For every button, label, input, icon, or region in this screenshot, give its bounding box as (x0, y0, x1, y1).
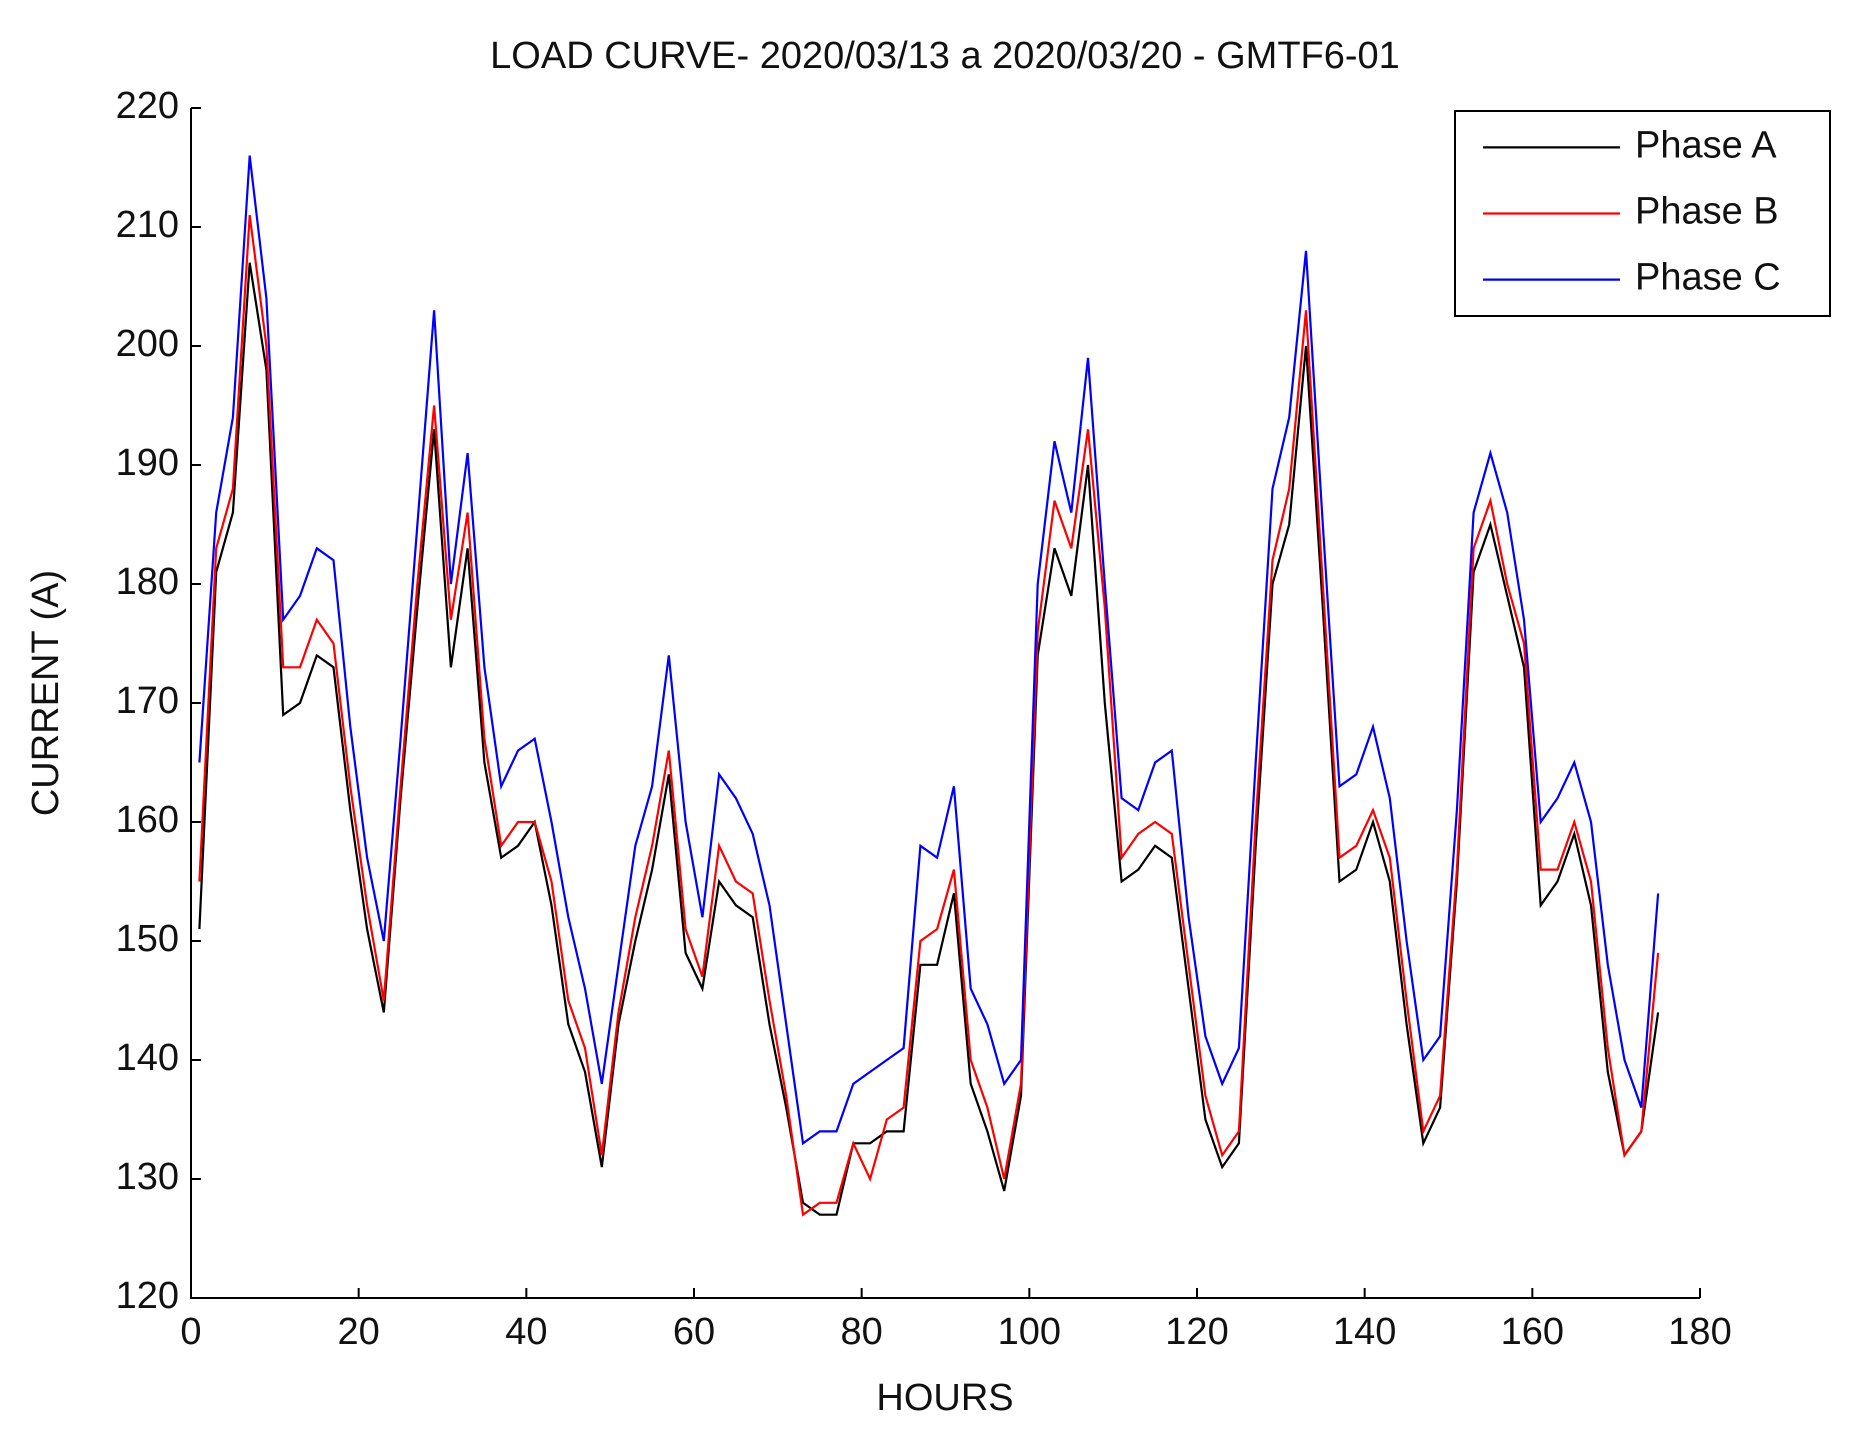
x-tick-label: 20 (338, 1311, 380, 1353)
y-tick-label: 200 (116, 323, 179, 365)
y-tick-label: 190 (116, 442, 179, 484)
chart-title: LOAD CURVE- 2020/03/13 a 2020/03/20 - GM… (490, 35, 1400, 77)
x-tick-label: 0 (180, 1311, 201, 1353)
y-tick-label: 120 (116, 1275, 179, 1317)
y-axis-label: CURRENT (A) (25, 570, 67, 816)
x-axis-label: HOURS (876, 1377, 1013, 1419)
x-tick-label: 120 (1165, 1311, 1228, 1353)
y-tick-label: 140 (116, 1037, 179, 1079)
y-tick-label: 220 (116, 85, 179, 127)
x-tick-label: 80 (841, 1311, 883, 1353)
series-line (198, 155, 1660, 1146)
legend-label: Phase A (1635, 124, 1777, 166)
series-line (198, 214, 1660, 1217)
x-tick-label: 180 (1668, 1311, 1731, 1353)
y-tick-label: 130 (116, 1156, 179, 1198)
y-tick-label: 160 (116, 799, 179, 841)
y-tick-label: 150 (116, 918, 179, 960)
y-tick-label: 170 (116, 680, 179, 722)
x-tick-label: 40 (505, 1311, 547, 1353)
legend-label: Phase B (1635, 191, 1779, 233)
x-tick-label: 60 (673, 1311, 715, 1353)
x-tick-label: 140 (1333, 1311, 1396, 1353)
x-tick-label: 160 (1501, 1311, 1564, 1353)
y-tick-label: 180 (116, 561, 179, 603)
x-tick-label: 100 (998, 1311, 1061, 1353)
series-line (198, 262, 1660, 1216)
legend-label: Phase C (1635, 257, 1781, 299)
y-tick-label: 210 (116, 204, 179, 246)
